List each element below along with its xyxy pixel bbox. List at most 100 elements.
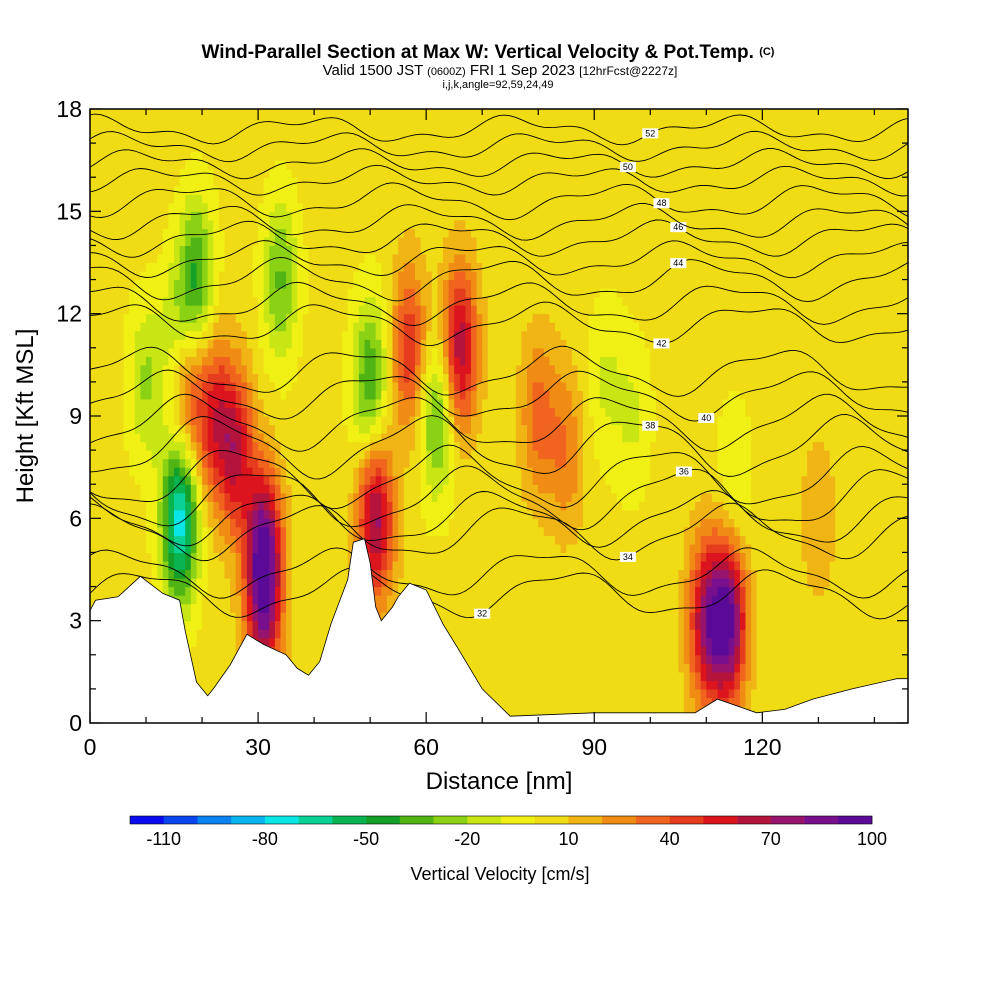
velocity-cell [151,407,158,417]
velocity-cell [358,194,366,204]
velocity-cell [168,305,175,315]
velocity-cell [269,501,276,511]
velocity-cell [443,501,450,511]
velocity-cell [230,202,237,212]
velocity-cell [134,254,141,264]
velocity-cell [157,313,164,323]
velocity-cell [454,288,461,298]
velocity-cell [241,313,248,323]
velocity-cell [336,194,343,204]
velocity-cell [207,663,214,673]
velocity-cell [151,109,158,119]
velocity-cell [319,211,326,221]
velocity-cell [235,569,242,579]
velocity-cell [252,629,259,639]
velocity-cell [398,381,405,391]
velocity-cell [353,390,360,400]
velocity-cell [252,219,259,229]
velocity-cell [370,543,377,553]
velocity-cell [274,228,282,238]
velocity-cell [415,236,422,246]
velocity-cell [291,390,298,400]
velocity-cell [448,424,455,434]
velocity-cell [269,364,276,374]
velocity-cell [218,569,226,579]
velocity-cell [162,151,169,161]
velocity-cell [325,279,332,289]
velocity-cell [118,441,125,451]
velocity-cell [426,390,433,400]
velocity-cell [202,654,209,664]
velocity-cell [286,450,293,460]
velocity-cell [196,279,203,289]
velocity-cell [235,501,242,511]
velocity-cell [274,620,282,630]
velocity-cell [471,595,478,605]
velocity-cell [134,236,141,246]
velocity-cell [409,390,416,400]
velocity-cell [398,526,405,536]
velocity-cell [370,475,377,485]
velocity-cell [465,364,472,374]
velocity-cell [454,543,461,553]
velocity-cell [134,117,141,127]
velocity-cell [459,160,466,170]
velocity-cell [218,407,226,417]
velocity-cell [162,578,169,588]
velocity-cell [196,424,203,434]
velocity-cell [90,143,97,153]
velocity-cell [437,603,444,613]
velocity-cell [297,151,304,161]
velocity-cell [134,185,141,195]
velocity-cell [336,433,343,443]
velocity-cell [336,390,343,400]
velocity-cell [403,219,410,229]
velocity-cell [224,109,231,119]
velocity-cell [235,433,242,443]
velocity-cell [263,339,270,349]
velocity-cell [297,492,304,502]
velocity-cell [358,441,366,451]
velocity-cell [168,492,175,502]
velocity-cell [118,202,125,212]
velocity-cell [146,433,153,443]
velocity-cell [381,509,388,519]
velocity-cell [398,194,405,204]
velocity-cell [230,646,237,656]
velocity-cell [246,288,254,298]
velocity-cell [476,646,483,656]
velocity-cell [185,211,192,221]
velocity-cell [426,168,433,178]
velocity-cell [174,492,181,502]
velocity-cell [347,236,354,246]
velocity-cell [269,245,276,255]
velocity-cell [95,381,102,391]
velocity-cell [342,561,349,571]
velocity-cell [448,586,455,596]
velocity-cell [174,177,181,187]
velocity-cell [448,595,455,605]
velocity-cell [90,254,97,264]
velocity-cell [392,245,399,255]
velocity-cell [336,458,343,468]
velocity-cell [398,518,405,528]
velocity-cell [375,313,382,323]
velocity-cell [162,228,169,238]
velocity-cell [90,526,97,536]
velocity-cell [101,322,108,332]
velocity-cell [157,475,164,485]
velocity-cell [342,202,349,212]
velocity-cell [134,492,141,502]
velocity-cell [202,126,209,136]
velocity-cell [162,467,169,477]
velocity-cell [342,390,349,400]
velocity-cell [123,151,130,161]
velocity-cell [235,356,242,366]
velocity-cell [174,236,181,246]
velocity-cell [134,526,141,536]
velocity-cell [179,586,186,596]
velocity-cell [95,109,102,119]
velocity-cell [398,492,405,502]
velocity-cell [415,279,422,289]
velocity-cell [319,347,326,357]
